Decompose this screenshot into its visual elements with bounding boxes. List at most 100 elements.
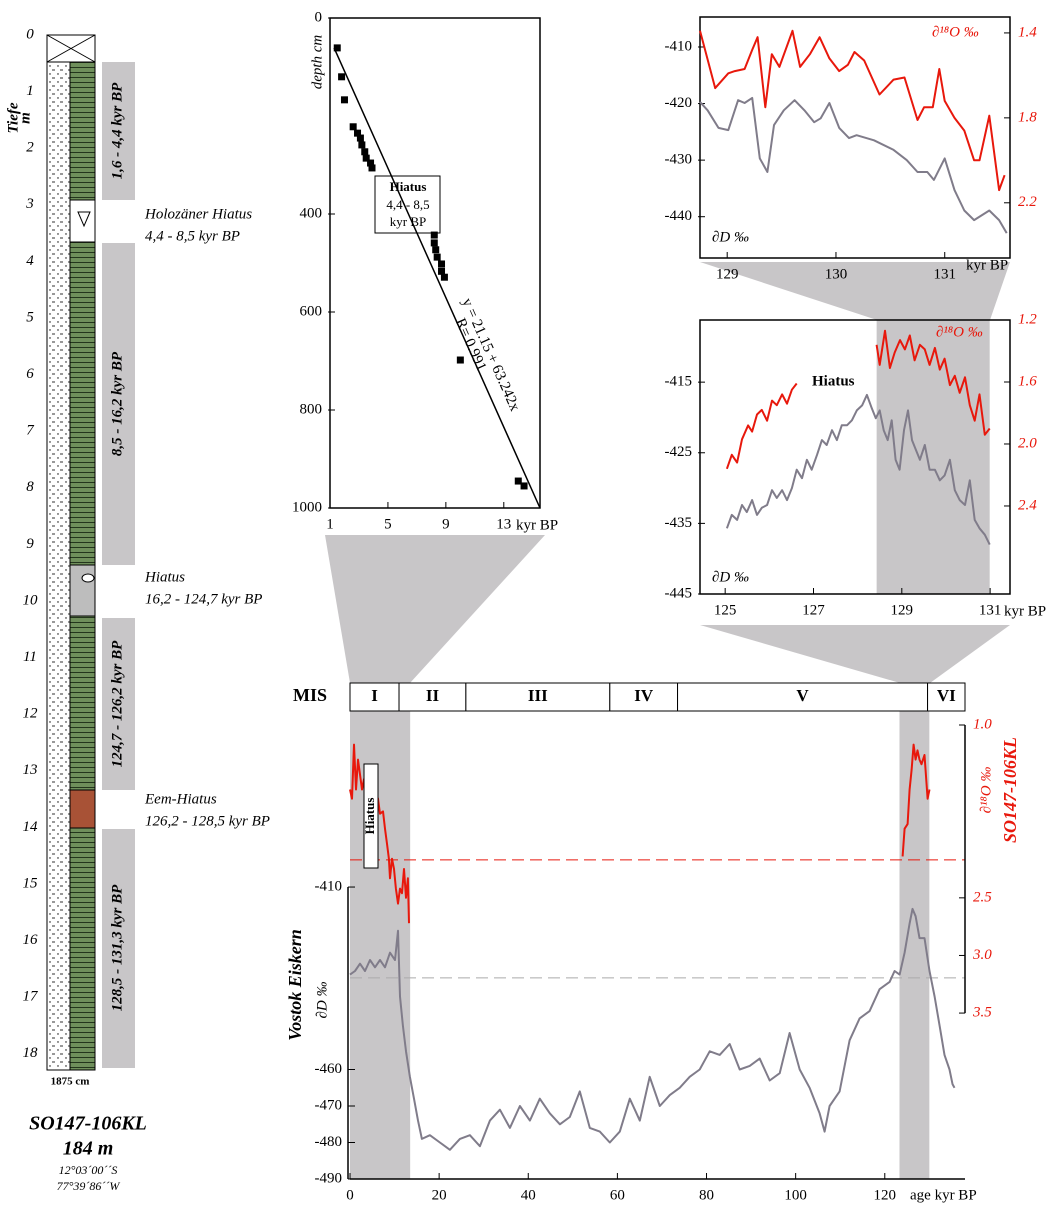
hiatus-box-title: Hiatus	[390, 179, 427, 194]
data-point	[338, 73, 346, 81]
data-line	[725, 329, 991, 470]
y2-axis-label: ∂¹⁸O ‰	[978, 767, 994, 814]
shell-symbol	[81, 573, 95, 583]
age-bar	[102, 62, 135, 200]
y2-tick-label: 2.2	[1018, 194, 1037, 210]
x-tick-label: 130	[825, 266, 848, 282]
depth-label: 12	[23, 706, 39, 722]
y-tick-label: -445	[665, 585, 693, 601]
y-axis-label: ∂D ‰	[712, 569, 749, 585]
y-tick-label: -440	[665, 208, 693, 224]
hiatus-label: Holozäner Hiatus	[144, 206, 252, 222]
y-tick-label: -435	[665, 515, 693, 531]
y2-axis-label: ∂¹⁸O ‰	[932, 24, 979, 40]
y-tick-label: -460	[315, 1061, 343, 1077]
data-point	[349, 123, 357, 131]
x-axis-label: age kyr BP	[910, 1187, 977, 1203]
data-point	[456, 356, 464, 364]
age-bar	[102, 243, 135, 565]
mis-stage-label: IV	[634, 686, 654, 705]
core-top-cross	[46, 34, 96, 63]
data-line	[699, 29, 1006, 192]
y2-tick-label: 2.4	[1018, 497, 1037, 513]
depth-label: 15	[23, 875, 39, 891]
y2-tick-label: 1.8	[1018, 109, 1037, 125]
hiatus-age: 126,2 - 128,5 kyr BP	[145, 813, 270, 829]
mis-stage	[398, 682, 467, 712]
data-point	[514, 477, 522, 485]
core-shell	[69, 564, 96, 617]
mis-stage-label: II	[426, 686, 440, 705]
hiatus-box	[374, 175, 441, 234]
plot-frame	[329, 17, 541, 509]
hiatus-box	[363, 763, 379, 869]
y-tick-label: 0	[315, 9, 323, 25]
y-tick-label: -410	[315, 878, 343, 894]
depth-label: 2	[26, 140, 34, 156]
data-point	[367, 159, 375, 167]
longitude: 77°39´86´´W	[57, 1179, 121, 1193]
depth-label: 8	[26, 479, 34, 495]
core-name: SO147-106KL	[29, 1113, 147, 1135]
data-point	[368, 164, 376, 172]
x-tick-label: 131	[933, 266, 956, 282]
depth-label: 11	[23, 649, 37, 665]
mis-stage-label: VI	[937, 686, 956, 705]
depth-label: 10	[23, 592, 39, 608]
y2-tick-label: 3.5	[972, 1005, 992, 1021]
x-tick-label: 0	[346, 1187, 354, 1203]
core-sand	[46, 61, 71, 1071]
y-tick-label: -425	[665, 444, 693, 460]
connector	[325, 535, 545, 683]
depth-label: 6	[26, 366, 34, 382]
hiatus-age: 16,2 - 124,7 kyr BP	[145, 591, 262, 607]
x-tick-label: 5	[384, 516, 392, 532]
hiatus-label: Eem-Hiatus	[144, 791, 217, 807]
y-tick-label: -480	[315, 1134, 343, 1150]
y-tick-label: 600	[300, 303, 323, 319]
x-tick-label: 100	[784, 1187, 807, 1203]
core-mud	[69, 61, 96, 201]
depth-label: 17	[23, 989, 40, 1005]
x-tick-label: 127	[802, 602, 825, 618]
x-tick-label: 125	[714, 602, 737, 618]
depth-label: 5	[26, 309, 34, 325]
x-axis-label: kyr BP	[966, 257, 1008, 273]
age-bar	[102, 829, 135, 1068]
x-tick-label: 60	[610, 1187, 625, 1203]
depth-unit: m	[17, 112, 33, 124]
y2-axis-title: SO147-106KL	[1000, 737, 1020, 843]
depth-label: 0	[26, 26, 34, 42]
data-point	[438, 260, 446, 268]
y-tick-label: -490	[315, 1170, 343, 1186]
y2-tick-label: 1.4	[1018, 24, 1037, 40]
x-tick-label: 80	[699, 1187, 714, 1203]
hiatus-box-unit: kyr BP	[390, 214, 426, 229]
depth-label: 3	[25, 196, 34, 212]
hiatus-band	[899, 711, 930, 1179]
x-tick-label: 9	[442, 516, 450, 532]
data-point	[430, 239, 438, 247]
y2-tick-label: 1.2	[1018, 311, 1037, 327]
data-point	[354, 129, 362, 137]
y-axis-title: Vostok Eiskern	[285, 929, 305, 1041]
y2-tick-label: 2.0	[1018, 435, 1037, 451]
y-tick-label: -410	[665, 38, 693, 54]
mis-stage-label: V	[796, 686, 809, 705]
depth-label: 7	[26, 423, 35, 439]
y-tick-label: 800	[300, 401, 323, 417]
data-line	[349, 743, 931, 924]
x-tick-label: 1	[326, 516, 334, 532]
hiatus-label: Hiatus	[144, 569, 185, 585]
age-bar	[102, 618, 135, 790]
depth-title: Tiefe	[5, 102, 21, 133]
mis-stage	[349, 682, 400, 712]
data-point	[430, 231, 438, 239]
x-tick-label: 13	[496, 516, 511, 532]
core-mud	[69, 241, 96, 566]
x-tick-label: 120	[874, 1187, 897, 1203]
data-line	[725, 393, 991, 546]
